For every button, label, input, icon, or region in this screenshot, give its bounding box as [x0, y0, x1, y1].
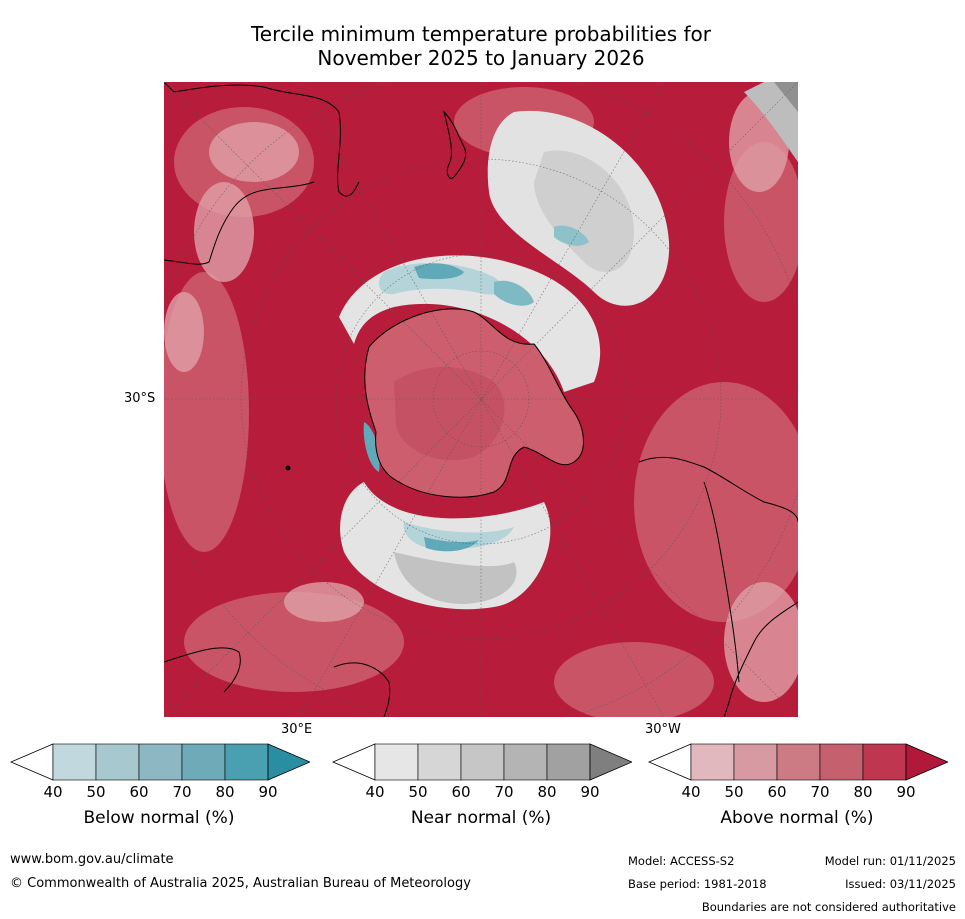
tick-label: 60 — [129, 783, 149, 801]
colorbar-above-normal: 40 50 60 70 80 90 Above normal (%) — [646, 743, 948, 843]
colorbar-extend-low — [647, 743, 692, 781]
tick-label: 70 — [172, 783, 192, 801]
tick-label: 40 — [43, 783, 63, 801]
colorbar-extend-high — [589, 743, 632, 781]
below-normal-areas — [363, 225, 589, 552]
colorbar-extend-high — [905, 743, 948, 781]
model-text: Model: ACCESS-S2 — [628, 854, 735, 868]
longitude-label-30e: 30°E — [281, 722, 313, 737]
colorbar-extend-high — [267, 743, 310, 781]
colorbar-extend-low — [9, 743, 54, 781]
copyright-text: © Commonwealth of Australia 2025, Austra… — [10, 876, 471, 891]
disclaimer-text: Boundaries are not considered authoritat… — [701, 900, 956, 914]
tick-label: 70 — [810, 783, 830, 801]
tick-label: 90 — [896, 783, 916, 801]
australia-coast — [164, 82, 360, 265]
colorbar-near-normal: 40 50 60 70 80 90 Near normal (%) — [330, 743, 632, 843]
latitude-label-30s: 30°S — [124, 391, 156, 406]
tick-label: 60 — [767, 783, 787, 801]
tick-label: 90 — [580, 783, 600, 801]
colorbar-swatch — [546, 743, 591, 781]
colorbar-swatch — [95, 743, 140, 781]
tick-label: 70 — [494, 783, 514, 801]
colorbar-swatch — [374, 743, 419, 781]
colorbar-swatch — [181, 743, 226, 781]
title-line-2: November 2025 to January 2026 — [317, 46, 645, 70]
colorbar-swatch — [733, 743, 778, 781]
colorbar-swatch — [862, 743, 907, 781]
colorbar-near-label: Near normal (%) — [410, 808, 552, 828]
colorbar-below-swatches — [9, 743, 310, 781]
colorbar-below-normal: 40 50 60 70 80 90 Below normal (%) — [8, 743, 310, 843]
new-zealand-coast — [443, 110, 467, 179]
issued-text: Issued: 03/11/2025 — [845, 877, 956, 891]
colorbar-swatch — [819, 743, 864, 781]
tick-label: 90 — [258, 783, 278, 801]
tick-label: 60 — [451, 783, 471, 801]
tick-label: 50 — [86, 783, 106, 801]
tick-label: 40 — [365, 783, 385, 801]
website-link[interactable]: www.bom.gov.au/climate — [10, 852, 174, 867]
africa-coast — [164, 647, 391, 717]
tick-label: 50 — [724, 783, 744, 801]
island-1 — [285, 465, 291, 471]
colorbar-above-swatches — [647, 743, 948, 781]
colorbar-extend-low — [331, 743, 376, 781]
colorbar-below-ticks: 40 50 60 70 80 90 — [8, 783, 310, 803]
coastlines — [164, 82, 798, 717]
base-period-text: Base period: 1981-2018 — [628, 877, 767, 891]
tick-label: 80 — [537, 783, 557, 801]
chart-title: Tercile minimum temperature probabilitie… — [164, 22, 798, 70]
colorbar-above-label: Above normal (%) — [720, 808, 874, 828]
colorbar-near-ticks: 40 50 60 70 80 90 — [330, 783, 632, 803]
colorbar-swatch — [52, 743, 97, 781]
colorbar-above-ticks: 40 50 60 70 80 90 — [646, 783, 948, 803]
antarctica-landmass — [364, 308, 584, 498]
colorbar-near-swatches — [331, 743, 632, 781]
model-run-text: Model run: 01/11/2025 — [824, 854, 956, 868]
longitude-label-30w: 30°W — [645, 722, 681, 737]
colorbar-swatch — [417, 743, 462, 781]
tick-label: 50 — [408, 783, 428, 801]
graticule — [164, 82, 798, 717]
colorbar-swatch — [690, 743, 735, 781]
colorbar-swatch — [460, 743, 505, 781]
title-line-1: Tercile minimum temperature probabilitie… — [250, 22, 712, 46]
tick-label: 40 — [681, 783, 701, 801]
colorbar-swatch — [138, 743, 183, 781]
tick-label: 80 — [215, 783, 235, 801]
colorbar-swatch — [224, 743, 269, 781]
polar-map — [164, 82, 798, 717]
colorbar-swatch — [776, 743, 821, 781]
tick-label: 80 — [853, 783, 873, 801]
above-normal-light-areas — [164, 92, 798, 702]
colorbar-below-label: Below normal (%) — [83, 808, 235, 828]
colorbar-swatch — [503, 743, 548, 781]
south-america-coast — [638, 456, 798, 717]
